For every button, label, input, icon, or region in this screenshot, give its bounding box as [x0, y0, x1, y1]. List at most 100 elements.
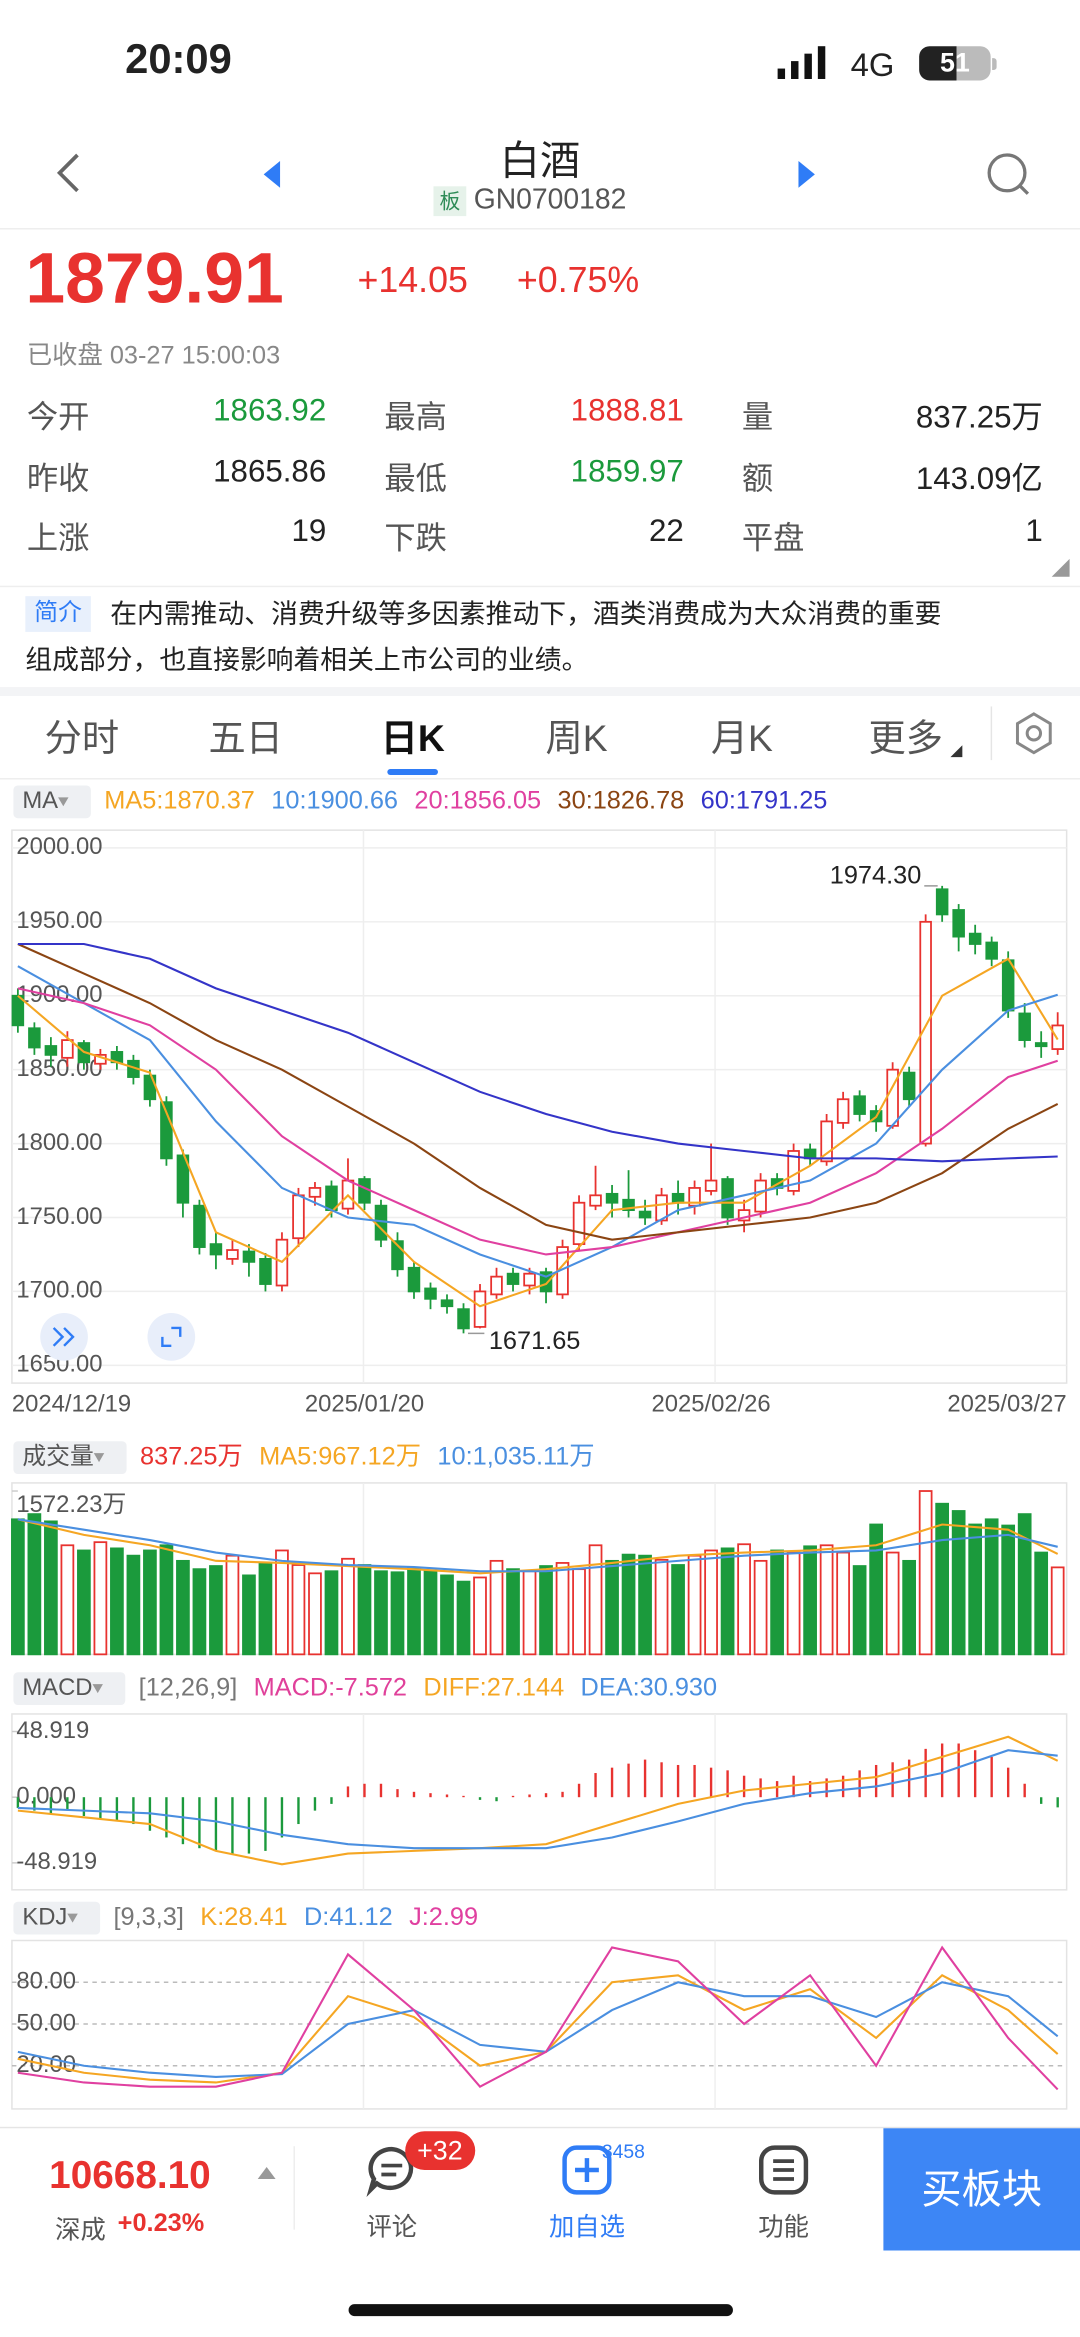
panel-frame — [11, 829, 1068, 1384]
indicator-dropdown[interactable] — [13, 1901, 101, 1935]
tab[interactable]: 五日 — [208, 718, 284, 761]
settings-button[interactable] — [1010, 709, 1058, 757]
indicator-name: MA — [22, 787, 58, 814]
annotation: 1671.65 — [489, 1327, 581, 1355]
legend-entry: DEA:30.930 — [581, 1673, 718, 1701]
divider — [0, 585, 1080, 588]
candle-body — [572, 1201, 586, 1246]
last-price: 1879.91 — [25, 239, 284, 319]
candle-body — [11, 994, 25, 1027]
stat-value: 1 — [1025, 514, 1043, 549]
price-change-pct: +0.75% — [516, 260, 640, 302]
candle-body — [440, 1299, 454, 1308]
zoom-button[interactable] — [147, 1313, 196, 1361]
stat-label: 最低 — [384, 462, 447, 497]
candle-body — [61, 1039, 74, 1059]
tab[interactable]: 更多 — [868, 718, 943, 761]
prev-button[interactable] — [253, 155, 292, 194]
tab-active[interactable]: 日K — [380, 718, 445, 761]
watch-label[interactable]: 加自选 — [548, 2213, 625, 2242]
indicator-name: KDJ — [22, 1903, 67, 1930]
more-arrow — [950, 745, 963, 758]
indicator-line — [17, 943, 1059, 1241]
tools-label[interactable]: 功能 — [758, 2213, 809, 2242]
stat-value: 143.09亿 — [915, 462, 1043, 497]
dropdown-arrow — [58, 797, 69, 807]
candle-body — [704, 1179, 718, 1192]
stat-label: 下跌 — [384, 521, 447, 556]
price-change: +14.05 — [357, 260, 468, 302]
candle-body — [589, 1194, 602, 1207]
search-button[interactable] — [983, 149, 1034, 200]
indicator-dropdown[interactable] — [13, 1672, 126, 1706]
stat-label: 量 — [741, 400, 774, 436]
comment-badge: +32 — [405, 2131, 475, 2171]
candle-body — [605, 1192, 619, 1204]
volume-bar — [258, 1562, 273, 1656]
back-button[interactable] — [45, 143, 105, 203]
candle-body — [622, 1198, 635, 1212]
divider — [0, 777, 1080, 780]
stat-value: 1888.81 — [570, 393, 684, 428]
volume-bar — [951, 1510, 966, 1656]
stat-value: 1863.92 — [213, 393, 327, 428]
tab[interactable]: 月K — [710, 718, 773, 761]
legend-entry: DIFF:27.144 — [423, 1673, 564, 1701]
candle-body — [259, 1258, 272, 1285]
candle-body — [490, 1275, 503, 1296]
volume-bar — [143, 1549, 157, 1656]
candle-body — [1034, 1042, 1048, 1048]
stat-label: 平盘 — [741, 521, 805, 556]
legend-entry: MA5:1870.37 — [104, 787, 255, 815]
tab[interactable]: 周K — [545, 718, 608, 761]
expand-corner[interactable] — [1049, 556, 1073, 580]
stat-value: 22 — [648, 514, 684, 549]
indicator-dropdown[interactable] — [13, 785, 91, 819]
volume-bar — [720, 1547, 735, 1656]
candle-body — [820, 1120, 833, 1163]
legend-entry: 30:1826.78 — [558, 787, 685, 815]
indicator-name: 成交量 — [22, 1443, 93, 1470]
next-button[interactable] — [787, 155, 826, 194]
volume-bar — [621, 1553, 636, 1656]
volume-bar — [902, 1559, 916, 1656]
volume-bar — [638, 1554, 652, 1656]
tools-icon[interactable] — [757, 2143, 811, 2197]
candle-body — [1001, 959, 1015, 1012]
candle-body — [985, 941, 998, 960]
legend-entry: 60:1791.25 — [701, 787, 828, 815]
battery: 51 — [919, 46, 991, 81]
buy-button[interactable]: 买板块 — [883, 2128, 1080, 2251]
y-tick-label: 1750.00 — [16, 1203, 102, 1230]
volume-bar — [1034, 1551, 1049, 1656]
candle-body — [160, 1101, 173, 1160]
watch-icon[interactable] — [560, 2143, 614, 2197]
index-value[interactable]: 10668.10 — [49, 2152, 211, 2197]
indicator-line — [17, 957, 1059, 1308]
comment-label[interactable]: 评论 — [366, 2213, 418, 2242]
zoom-icon — [161, 1326, 182, 1348]
volume-bar — [390, 1571, 405, 1656]
candle-body — [44, 1045, 58, 1056]
candle-body — [952, 909, 965, 938]
volume-bar — [407, 1567, 421, 1656]
legend-entry: [12,26,9] — [139, 1673, 238, 1701]
volume-bar — [44, 1520, 58, 1656]
volume-bar — [935, 1502, 950, 1656]
board-badge: 板 — [433, 186, 467, 217]
y-tick-label: 1800.00 — [16, 1129, 102, 1156]
volume-bar — [324, 1570, 339, 1656]
candle-body — [28, 1027, 41, 1049]
volume-bar — [968, 1523, 983, 1656]
indicator-dropdown[interactable] — [13, 1441, 127, 1475]
candle-body — [935, 888, 949, 916]
indicator-line — [17, 1945, 1059, 2091]
tab[interactable]: 分时 — [44, 718, 120, 761]
volume-bar — [1017, 1513, 1032, 1656]
y-tick-label: 1950.00 — [16, 907, 102, 934]
candle-body — [358, 1178, 371, 1204]
volume-bar — [192, 1568, 207, 1656]
candle-body — [308, 1187, 322, 1198]
stat-label: 额 — [741, 462, 774, 497]
